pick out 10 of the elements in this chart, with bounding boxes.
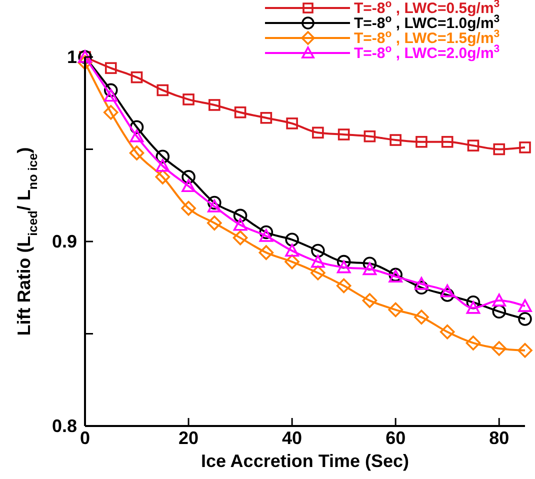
- y-tick-label: 0.8: [52, 416, 77, 436]
- y-tick-label: 1: [66, 47, 77, 67]
- y-tick-label: 0.9: [52, 232, 77, 252]
- x-tick-label: 80: [489, 428, 510, 448]
- legend: T=-8$^{o}$ , LWC=0.5g/m$^{3}$ T=-8$^{o}$ , LWC=1.0g/m$^{3}$ T=-8$^{o}$ , LWC=1.5g/m$^{3}$ T=-8$^{o}$ , LWC=2.0g/m$^{3}$: [265, 0, 500, 62]
- x-tick-label: 40: [282, 428, 302, 448]
- x-tick-label: 0: [80, 428, 90, 448]
- x-tick-label: 20: [178, 428, 199, 448]
- x-axis-title: Ice Accretion Time (Sec): [200, 451, 410, 471]
- x-tick-label: 60: [386, 428, 406, 448]
